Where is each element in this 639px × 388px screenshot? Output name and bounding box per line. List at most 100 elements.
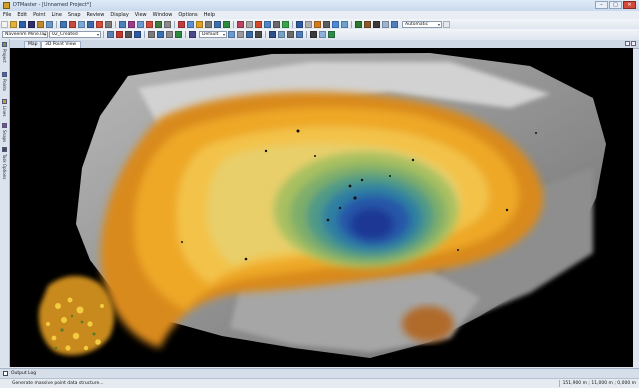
toolbar-separator <box>115 20 116 28</box>
toolbar-tool-icon[interactable] <box>237 30 244 38</box>
toolbar-tool-icon[interactable] <box>223 20 230 28</box>
side-dock: Project Points Lines Snaps Task Options <box>0 39 10 367</box>
toolbar-tool-icon[interactable] <box>1 20 8 28</box>
tab-map[interactable]: Map <box>24 41 41 48</box>
toolbar-tool-icon[interactable] <box>60 20 67 28</box>
toolbar-tool-icon[interactable] <box>328 30 335 38</box>
toolbar-tool-icon[interactable] <box>46 20 53 28</box>
menu-line[interactable]: Line <box>51 12 62 18</box>
sidebar-tab-task-options[interactable]: Task Options <box>1 147 8 179</box>
toolbar-tool-icon[interactable] <box>269 30 276 38</box>
toolbar-tool-icon[interactable] <box>228 30 235 38</box>
minimize-button[interactable]: – <box>595 1 608 9</box>
toolbar-tool-icon[interactable] <box>205 20 212 28</box>
toolbar-tool-icon[interactable] <box>78 20 85 28</box>
status-bar: Generate massive point data structure...… <box>0 378 639 388</box>
toolbar-tool-icon[interactable] <box>296 30 303 38</box>
toolbar-separator <box>306 30 307 38</box>
toolbar-tool-icon[interactable] <box>37 20 44 28</box>
sidebar-tab-points[interactable]: Points <box>1 72 8 91</box>
sidebar-tab-label: Task Options <box>2 154 7 180</box>
toolbar-tool-icon[interactable] <box>314 20 321 28</box>
menu-edit[interactable]: Edit <box>17 12 28 18</box>
menu-options[interactable]: Options <box>178 12 198 18</box>
tab-3d-point-view[interactable]: 3D Point View <box>41 41 81 48</box>
sidebar-tab-project[interactable]: Project <box>1 42 8 63</box>
toolbar-tool-icon[interactable] <box>116 30 123 38</box>
toolbar-tool-icon[interactable] <box>125 30 132 38</box>
toolbar-tool-icon[interactable] <box>264 20 271 28</box>
toolbar-tool-icon[interactable] <box>391 20 398 28</box>
toolbar-tool-icon[interactable] <box>273 20 280 28</box>
toolbar-tool-icon[interactable] <box>341 20 348 28</box>
toolbar-tool-icon[interactable] <box>196 20 203 28</box>
toolbar-tool-icon[interactable] <box>305 20 312 28</box>
toolbar-tool-icon[interactable] <box>148 30 155 38</box>
toolbar-tool-icon[interactable] <box>296 20 303 28</box>
toolbar-tool-icon[interactable] <box>96 20 103 28</box>
menu-review[interactable]: Review <box>86 12 105 18</box>
toolbar-tool-icon[interactable] <box>287 30 294 38</box>
menu-point[interactable]: Point <box>33 12 46 18</box>
toolbar-tool-icon[interactable] <box>246 20 253 28</box>
toolbar-tool-icon[interactable] <box>166 30 173 38</box>
toolbar-tool-icon[interactable] <box>187 20 194 28</box>
chevron-down-icon: ▾ <box>96 31 99 37</box>
toolbar-tool-icon[interactable] <box>10 20 17 28</box>
toolbar-tool-icon[interactable] <box>364 20 371 28</box>
toolbar-tool-icon[interactable] <box>237 20 244 28</box>
toolbar-tool-icon[interactable] <box>107 30 114 38</box>
toolbar-tool-icon[interactable] <box>282 20 289 28</box>
chevron-down-icon: ▾ <box>437 21 440 27</box>
toolbar-tool-icon[interactable] <box>155 20 162 28</box>
render-mode-select[interactable]: Default ▾ <box>199 30 227 38</box>
toolbar-tool-icon[interactable] <box>105 20 112 28</box>
toolbar-tool-icon[interactable] <box>19 20 26 28</box>
output-log-panel[interactable]: Output Log <box>0 368 639 378</box>
dataset-select[interactable]: Naveenm Mine.las ▾ <box>2 30 48 38</box>
toolbar-separator <box>144 30 145 38</box>
menu-snap[interactable]: Snap <box>67 12 81 18</box>
sidebar-tab-snaps[interactable]: Snaps <box>1 123 8 142</box>
toolbar-tool-icon[interactable] <box>310 30 317 38</box>
toolbar-tool-icon[interactable] <box>134 30 141 38</box>
toolbar-tool-icon[interactable] <box>157 30 164 38</box>
sidebar-tab-lines[interactable]: Lines <box>1 99 8 116</box>
toolbar-tool-icon[interactable] <box>178 20 185 28</box>
toolbar-tool-icon[interactable] <box>355 20 362 28</box>
toolbar-tool-icon[interactable] <box>164 20 171 28</box>
toolbar-options-icon[interactable] <box>443 20 450 28</box>
toolbar-tool-icon[interactable] <box>87 20 94 28</box>
menu-file[interactable]: File <box>3 12 12 18</box>
toolbar-tool-icon[interactable] <box>278 30 285 38</box>
zoom-mode-select[interactable]: Automatic ▾ <box>402 20 442 28</box>
menu-help[interactable]: Help <box>203 12 216 18</box>
close-view-icon[interactable] <box>631 41 636 46</box>
menu-window[interactable]: Window <box>152 12 173 18</box>
toolbar-tool-icon[interactable] <box>214 20 221 28</box>
toolbar-tool-icon[interactable] <box>175 30 182 38</box>
toolbar-tool-icon[interactable] <box>137 20 144 28</box>
3d-point-view-canvas[interactable] <box>10 48 633 367</box>
toolbar-tool-icon[interactable] <box>246 30 253 38</box>
maximize-button[interactable]: □ <box>609 1 622 9</box>
toolbar-tool-icon[interactable] <box>373 20 380 28</box>
class-select[interactable]: 02_Created ▾ <box>49 30 101 38</box>
toolbar-tool-icon[interactable] <box>28 20 35 28</box>
menu-display[interactable]: Display <box>110 12 129 18</box>
toolbar-tool-icon[interactable] <box>189 30 196 38</box>
toolbar-tool-icon[interactable] <box>69 20 76 28</box>
toolbar-tool-icon[interactable] <box>255 20 262 28</box>
zoom-mode-value: Automatic <box>405 21 429 27</box>
toolbar-tool-icon[interactable] <box>255 30 262 38</box>
toolbar-tool-icon[interactable] <box>319 30 326 38</box>
toolbar-tool-icon[interactable] <box>323 20 330 28</box>
toolbar-tool-icon[interactable] <box>146 20 153 28</box>
toolbar-tool-icon[interactable] <box>128 20 135 28</box>
restore-view-icon[interactable] <box>625 41 630 46</box>
toolbar-tool-icon[interactable] <box>119 20 126 28</box>
menu-view[interactable]: View <box>134 12 147 18</box>
close-button[interactable]: ✕ <box>623 1 636 9</box>
toolbar-tool-icon[interactable] <box>382 20 389 28</box>
toolbar-tool-icon[interactable] <box>332 20 339 28</box>
